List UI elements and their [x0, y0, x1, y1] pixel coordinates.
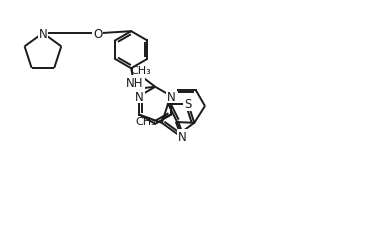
Text: N: N — [167, 90, 176, 103]
Text: CH₃: CH₃ — [136, 116, 156, 126]
Text: N: N — [39, 27, 47, 40]
Text: CH₃: CH₃ — [130, 66, 151, 76]
Text: NH: NH — [126, 77, 144, 89]
Text: O: O — [93, 27, 102, 40]
Text: S: S — [184, 98, 192, 111]
Text: N: N — [135, 90, 144, 103]
Text: N: N — [178, 131, 187, 144]
